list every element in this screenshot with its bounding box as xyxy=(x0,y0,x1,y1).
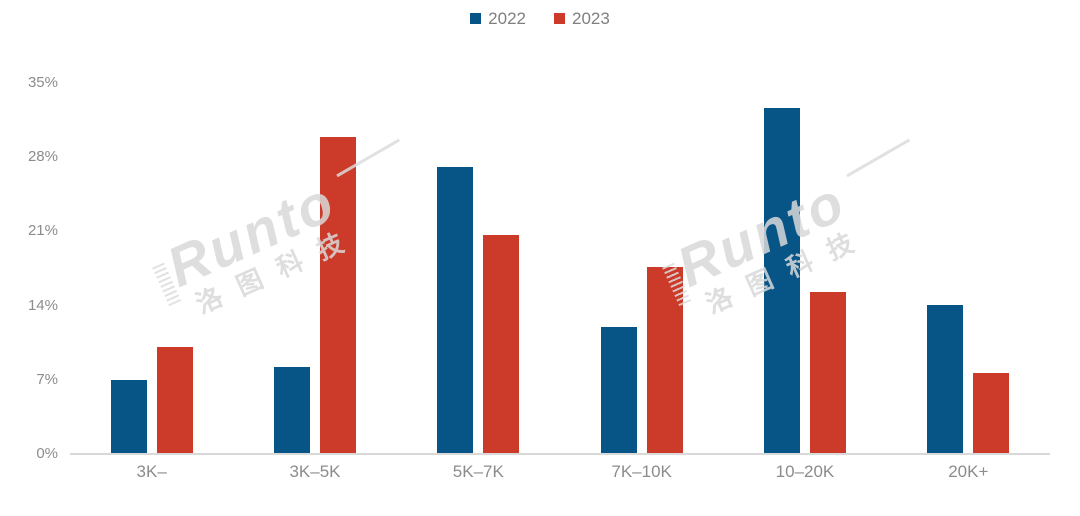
bar-2022-3K–5K xyxy=(273,367,310,453)
bar-2023-7K–10K xyxy=(646,267,683,453)
bar-2022-10–20K xyxy=(763,108,800,453)
plot-area: 3K– 3K–5K 5K–7K 7K–10K 10–20K 20K+ xyxy=(70,60,1050,481)
x-tick-label-3K–5K: 3K–5K xyxy=(289,462,341,481)
category-group-3K–: 3K– xyxy=(70,60,233,481)
legend-swatch-2023 xyxy=(554,13,565,24)
y-tick-label-28%: 28% xyxy=(27,148,58,166)
bar-pair xyxy=(763,108,846,453)
category-group-5K–7K: 5K–7K xyxy=(397,60,560,481)
y-tick-label-7%: 7% xyxy=(36,370,58,388)
bar-2022-20K+ xyxy=(927,304,964,453)
bar-pair xyxy=(110,346,193,453)
bar-2022-3K– xyxy=(110,379,147,453)
bar-2023-5K–7K xyxy=(483,234,520,453)
y-tick-label-0%: 0% xyxy=(36,445,58,462)
bar-pair xyxy=(437,166,520,453)
legend: 2022 2023 xyxy=(0,10,1080,27)
bar-pair xyxy=(600,267,683,453)
y-tick-label-14%: 14% xyxy=(27,296,58,314)
bar-2023-3K–5K xyxy=(319,136,356,453)
legend-swatch-2022 xyxy=(470,13,482,24)
legend-label-2023: 2023 xyxy=(572,9,610,28)
category-group-3K–5K: 3K–5K xyxy=(233,60,396,481)
legend-item-2023: 2023 xyxy=(554,10,610,27)
x-tick-label-3K–: 3K– xyxy=(136,462,167,481)
bar-2022-7K–10K xyxy=(600,326,637,453)
category-group-7K–10K: 7K–10K xyxy=(560,60,723,481)
legend-item-2022: 2022 xyxy=(470,10,526,27)
x-tick-label-5K–7K: 5K–7K xyxy=(452,462,504,481)
category-group-10–20K: 10–20K xyxy=(723,60,886,481)
y-tick-label-21%: 21% xyxy=(27,222,58,240)
x-tick-label-10–20K: 10–20K xyxy=(775,462,835,481)
bar-2023-20K+ xyxy=(973,373,1010,453)
y-tick-label-35%: 35% xyxy=(27,73,58,91)
category-group-20K+: 20K+ xyxy=(887,60,1050,481)
x-tick-label-7K–10K: 7K–10K xyxy=(611,462,672,481)
bar-2022-5K–7K xyxy=(437,166,474,453)
bar-pair xyxy=(273,136,356,453)
bar-pair xyxy=(927,304,1010,453)
x-tick-label-20K+: 20K+ xyxy=(948,462,989,481)
bar-2023-10–20K xyxy=(809,291,846,453)
legend-label-2022: 2022 xyxy=(488,9,526,28)
bar-2023-3K– xyxy=(156,346,193,453)
